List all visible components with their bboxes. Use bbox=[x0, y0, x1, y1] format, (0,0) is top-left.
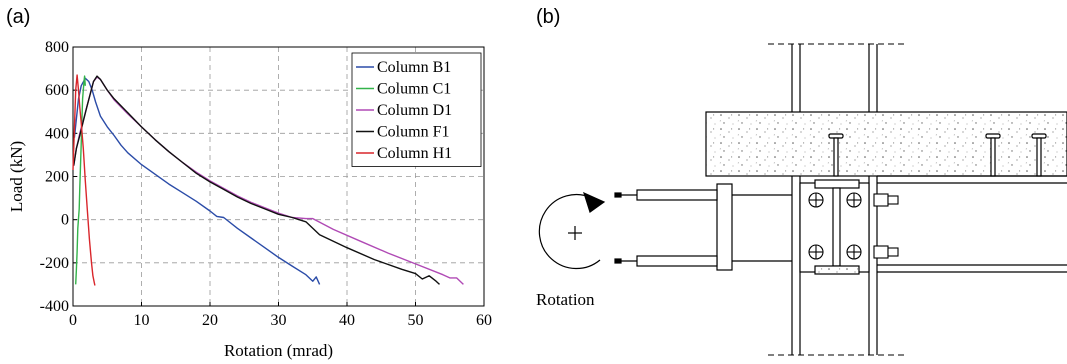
x-tick-label: 60 bbox=[476, 312, 492, 329]
series-line-column-b1 bbox=[73, 77, 321, 285]
series-lines bbox=[72, 74, 464, 286]
rotation-arrow-icon bbox=[538, 191, 606, 270]
steel-beam bbox=[877, 175, 1067, 273]
x-axis-label: Rotation (mrad) bbox=[224, 341, 333, 360]
bolts bbox=[808, 192, 899, 260]
y-axis-label: Load (kN) bbox=[7, 141, 26, 212]
shear-studs bbox=[828, 133, 1047, 177]
y-tick-label: 600 bbox=[45, 82, 69, 99]
x-tick-label: 20 bbox=[202, 312, 218, 329]
y-tick-label: -400 bbox=[40, 298, 69, 315]
y-tick-label: 400 bbox=[45, 125, 69, 142]
panel-b-label: (b) bbox=[536, 6, 561, 28]
y-tick-label: 800 bbox=[45, 39, 69, 56]
x-tick-label: 40 bbox=[339, 312, 355, 329]
rotation-label: Rotation bbox=[536, 290, 595, 309]
legend: Column B1 Column C1 Column D1 Column F1 Colu… bbox=[351, 52, 482, 167]
series-line-column-h1 bbox=[72, 74, 96, 286]
load-rotation-chart: 0 10 20 30 40 50 60 -400 -200 0 200 400 600 800 Colum… bbox=[7, 39, 492, 360]
series-line-column-c1 bbox=[75, 75, 86, 285]
lvdt-rig bbox=[614, 183, 792, 271]
concrete-slab bbox=[705, 111, 1067, 177]
x-tick-label: 50 bbox=[408, 312, 424, 329]
x-tick-label: 10 bbox=[134, 312, 150, 329]
x-tick-label: 0 bbox=[69, 312, 77, 329]
panel-a-label: (a) bbox=[6, 6, 31, 28]
y-tick-label: 0 bbox=[61, 212, 69, 229]
y-tick-label: 200 bbox=[45, 169, 69, 186]
legend-entry: Column F1 bbox=[377, 124, 449, 141]
legend-entry: Column H1 bbox=[377, 145, 452, 162]
y-tick-label: -200 bbox=[40, 255, 69, 272]
beam-stub bbox=[814, 179, 860, 275]
connection-diagram bbox=[538, 43, 1067, 356]
legend-entry: Column C1 bbox=[377, 81, 451, 98]
column-cut-lines bbox=[768, 43, 905, 356]
x-tick-label: 30 bbox=[271, 312, 287, 329]
series-line-column-f1 bbox=[73, 75, 440, 285]
legend-entry: Column B1 bbox=[377, 59, 451, 76]
legend-entry: Column D1 bbox=[377, 102, 452, 119]
axis-ticks: 0 10 20 30 40 50 60 -400 -200 0 200 400 600 800 bbox=[40, 39, 492, 329]
